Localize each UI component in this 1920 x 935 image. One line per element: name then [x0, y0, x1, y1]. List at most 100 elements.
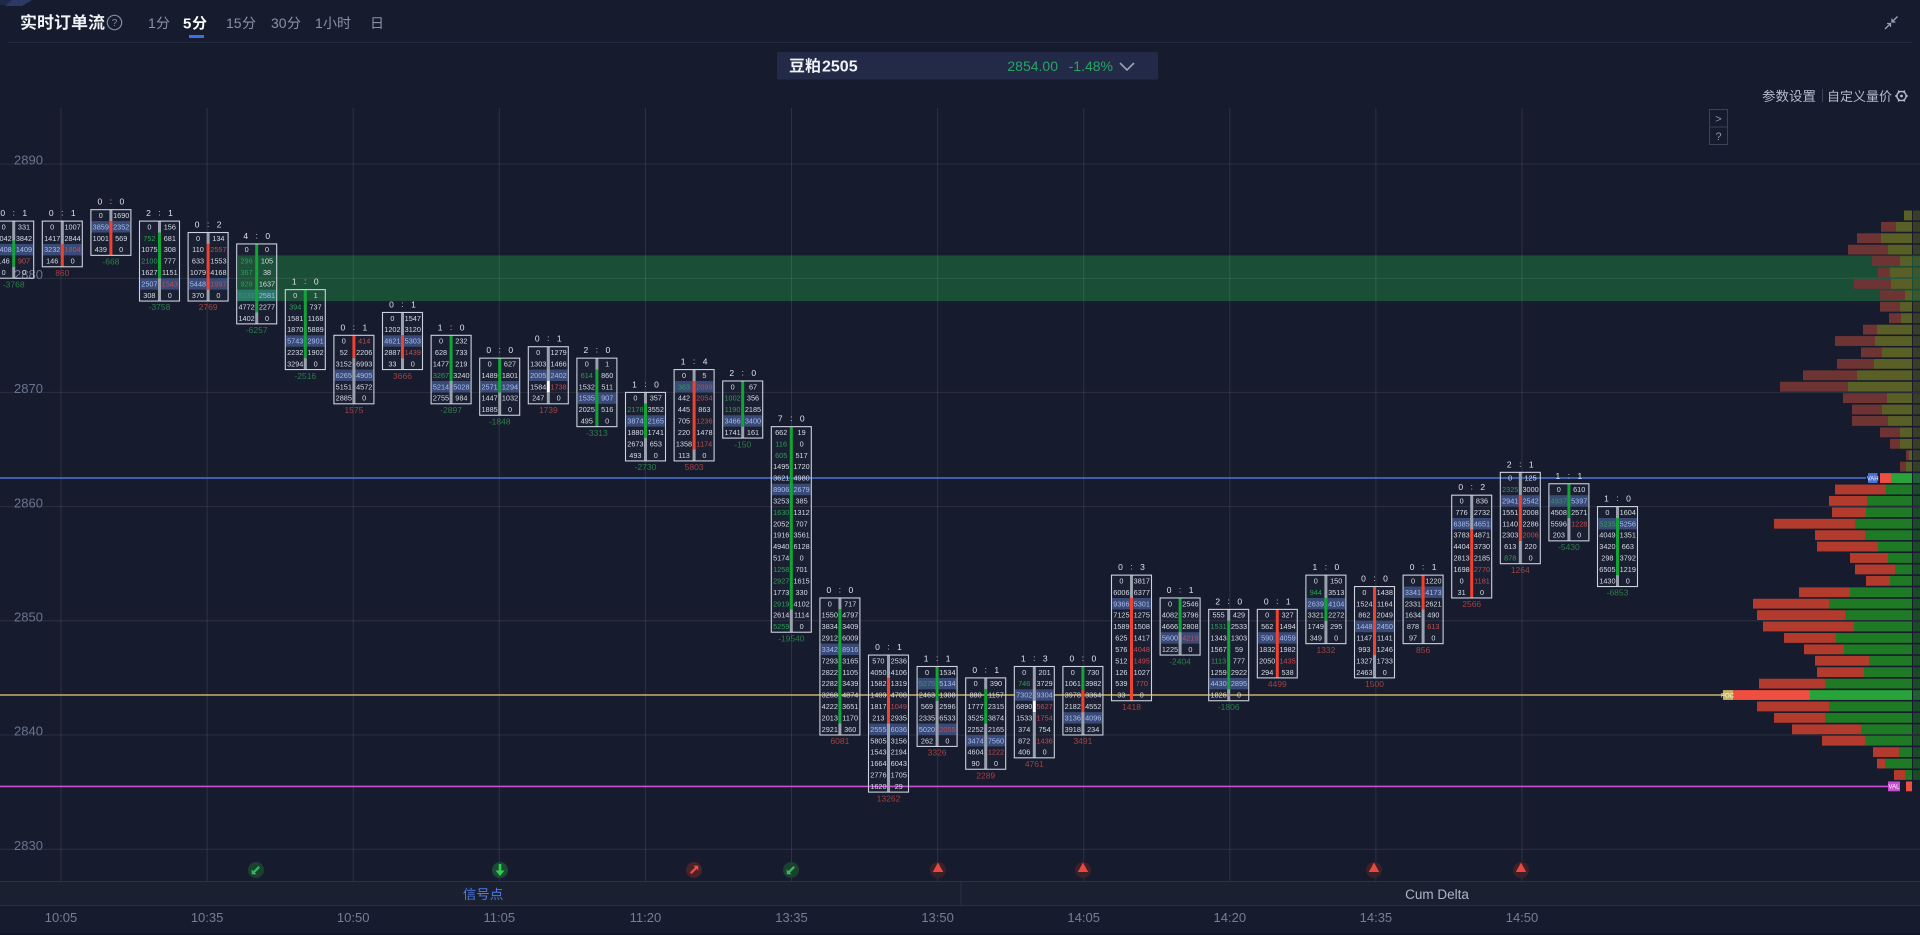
svg-text:1: 1	[924, 654, 929, 664]
svg-text:1589: 1589	[1113, 622, 1129, 631]
svg-text:2: 2	[584, 345, 589, 355]
svg-text:0: 0	[731, 382, 735, 391]
svg-text:2182: 2182	[1065, 702, 1081, 711]
svg-text:2870: 2870	[14, 381, 43, 396]
svg-text::: :	[1276, 597, 1278, 606]
svg-text:2860: 2860	[14, 495, 43, 510]
svg-text:2639: 2639	[1308, 599, 1324, 608]
svg-text:3474: 3474	[967, 736, 983, 745]
svg-text:1061: 1061	[1065, 679, 1081, 688]
svg-text:5028: 5028	[453, 382, 469, 391]
svg-text:2: 2	[146, 208, 151, 218]
svg-text:>: >	[1715, 114, 1721, 126]
svg-text:4168: 4168	[210, 268, 226, 277]
svg-text:6890: 6890	[1016, 702, 1032, 711]
svg-text:3409: 3409	[842, 622, 858, 631]
svg-text:0: 0	[1237, 596, 1242, 606]
svg-text:2303: 2303	[1502, 531, 1518, 540]
svg-text:125: 125	[1525, 474, 1537, 483]
svg-text:705: 705	[678, 417, 690, 426]
svg-text:1409: 1409	[870, 691, 886, 700]
svg-text:1664: 1664	[870, 759, 886, 768]
svg-text:1: 1	[71, 208, 76, 218]
svg-text:0: 0	[0, 208, 5, 218]
svg-text:1: 1	[292, 277, 297, 287]
svg-text:3420: 3420	[1599, 542, 1615, 551]
svg-text:2006: 2006	[1522, 531, 1538, 540]
svg-text:2769: 2769	[199, 302, 218, 312]
svg-text:2165: 2165	[648, 417, 664, 426]
svg-text:59: 59	[1235, 645, 1243, 654]
svg-text:907: 907	[18, 257, 30, 266]
svg-text:295: 295	[1330, 622, 1342, 631]
svg-text::: :	[1471, 483, 1473, 492]
svg-text:0: 0	[195, 220, 200, 230]
svg-text:1075: 1075	[141, 245, 157, 254]
svg-text:1738: 1738	[550, 382, 566, 391]
svg-text::: :	[693, 357, 695, 366]
svg-text:1705: 1705	[891, 771, 907, 780]
svg-text:13:35: 13:35	[775, 910, 808, 925]
svg-text:?: ?	[112, 18, 118, 29]
svg-text:3042: 3042	[0, 234, 12, 243]
svg-text:872: 872	[1018, 736, 1030, 745]
svg-text:-3758: -3758	[149, 302, 171, 312]
svg-text:0: 0	[411, 359, 415, 368]
svg-text:717: 717	[844, 599, 856, 608]
svg-text:3621: 3621	[773, 474, 789, 483]
svg-text:538: 538	[1282, 668, 1294, 677]
svg-text:6009: 6009	[842, 634, 858, 643]
svg-text:1582: 1582	[870, 679, 886, 688]
svg-text:0: 0	[972, 665, 977, 675]
svg-text::: :	[790, 414, 792, 423]
svg-text:2621: 2621	[1425, 599, 1441, 608]
svg-text:19: 19	[798, 428, 806, 437]
svg-text:0: 0	[1605, 508, 1609, 517]
svg-text:2165: 2165	[988, 725, 1004, 734]
svg-text::: :	[1179, 586, 1181, 595]
svg-text:5803: 5803	[685, 462, 704, 472]
svg-text:2614: 2614	[773, 611, 789, 620]
svg-text:5235: 5235	[1599, 519, 1615, 528]
svg-text:0: 0	[98, 197, 103, 207]
svg-text::: :	[110, 197, 112, 206]
svg-text::: :	[742, 369, 744, 378]
svg-text:3120: 3120	[405, 325, 421, 334]
svg-text:5627: 5627	[1036, 702, 1052, 711]
svg-text:1: 1	[411, 300, 416, 310]
svg-text:512: 512	[1115, 656, 1127, 665]
svg-text:156: 156	[164, 222, 176, 231]
svg-text:2533: 2533	[1231, 622, 1247, 631]
svg-text:1202: 1202	[384, 325, 400, 334]
svg-text:363: 363	[678, 382, 690, 391]
svg-text:4772: 4772	[238, 302, 254, 311]
svg-text:2596: 2596	[939, 702, 955, 711]
svg-text:653: 653	[650, 439, 662, 448]
svg-text:1494: 1494	[1279, 622, 1295, 631]
svg-text:1531: 1531	[1210, 622, 1226, 631]
svg-text:3267: 3267	[433, 371, 449, 380]
svg-text::: :	[1616, 494, 1618, 503]
svg-text:1435: 1435	[1279, 656, 1295, 665]
svg-text:1168: 1168	[308, 314, 324, 323]
svg-text:3834: 3834	[822, 622, 838, 631]
svg-text:0: 0	[654, 451, 658, 460]
svg-text:247: 247	[532, 394, 544, 403]
svg-text:2049: 2049	[1377, 611, 1393, 620]
svg-text:0: 0	[1577, 531, 1581, 540]
svg-text:1: 1	[1432, 562, 1437, 572]
svg-text:2315: 2315	[988, 702, 1004, 711]
svg-text:5214: 5214	[433, 382, 449, 391]
svg-text:4621: 4621	[384, 337, 400, 346]
svg-text:113: 113	[678, 451, 690, 460]
svg-text:1543: 1543	[162, 280, 178, 289]
svg-text:4: 4	[243, 231, 248, 241]
svg-text:0: 0	[2, 268, 6, 277]
svg-text:3342: 3342	[822, 645, 838, 654]
svg-text:0: 0	[800, 439, 804, 448]
svg-text:14:35: 14:35	[1360, 910, 1393, 925]
svg-text:0: 0	[751, 368, 756, 378]
svg-text:1402: 1402	[238, 314, 254, 323]
svg-text:29: 29	[895, 782, 903, 791]
svg-text:1: 1	[946, 654, 951, 664]
